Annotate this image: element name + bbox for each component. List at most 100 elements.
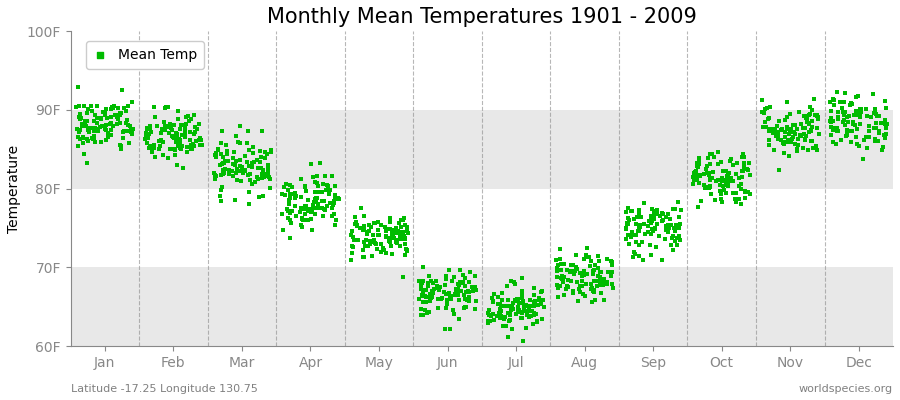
Point bbox=[256, 167, 270, 173]
Point bbox=[143, 123, 157, 129]
Point bbox=[648, 224, 662, 231]
Point bbox=[308, 205, 322, 211]
Point bbox=[379, 233, 393, 239]
Point bbox=[806, 145, 820, 152]
Point bbox=[175, 132, 189, 138]
Point bbox=[596, 280, 610, 287]
Point bbox=[528, 311, 543, 318]
Point bbox=[654, 210, 669, 217]
Point bbox=[501, 297, 516, 303]
Point bbox=[686, 174, 700, 180]
Point bbox=[297, 203, 311, 209]
Point bbox=[809, 113, 824, 120]
Point bbox=[515, 295, 529, 302]
Point bbox=[351, 237, 365, 244]
Point bbox=[703, 177, 717, 183]
Point bbox=[325, 213, 339, 220]
Point bbox=[514, 300, 528, 306]
Point bbox=[805, 118, 819, 124]
Point bbox=[259, 150, 274, 157]
Point bbox=[260, 171, 274, 177]
Point bbox=[123, 122, 138, 129]
Point bbox=[530, 319, 544, 325]
Point bbox=[388, 225, 402, 232]
Point bbox=[439, 273, 454, 280]
Point bbox=[697, 182, 711, 188]
Point bbox=[491, 294, 505, 300]
Point bbox=[432, 287, 446, 293]
Point bbox=[457, 305, 472, 312]
Point bbox=[830, 89, 844, 95]
Point bbox=[630, 214, 644, 220]
Point bbox=[233, 140, 248, 146]
Point bbox=[837, 117, 851, 124]
Point bbox=[851, 93, 866, 100]
Point bbox=[662, 225, 676, 231]
Point bbox=[258, 172, 273, 179]
Point bbox=[849, 94, 863, 100]
Point bbox=[576, 267, 590, 274]
Point bbox=[850, 112, 864, 118]
Point bbox=[174, 144, 188, 150]
Point bbox=[642, 218, 656, 224]
Point bbox=[78, 118, 93, 124]
Point bbox=[91, 128, 105, 134]
Point bbox=[328, 192, 342, 198]
Point bbox=[526, 310, 541, 316]
Point bbox=[309, 194, 323, 201]
Point bbox=[169, 134, 184, 141]
Point bbox=[868, 106, 882, 112]
Point bbox=[461, 288, 475, 294]
Point bbox=[468, 273, 482, 279]
Point bbox=[869, 125, 884, 132]
Point bbox=[226, 154, 240, 161]
Point bbox=[419, 294, 434, 300]
Point bbox=[811, 116, 825, 122]
Point bbox=[212, 147, 226, 154]
Point bbox=[299, 202, 313, 209]
Point bbox=[345, 243, 359, 249]
Point bbox=[618, 226, 633, 232]
Point bbox=[502, 302, 517, 309]
Point bbox=[850, 126, 864, 132]
Point bbox=[798, 125, 813, 131]
Point bbox=[716, 177, 730, 184]
Point bbox=[87, 125, 102, 131]
Point bbox=[214, 161, 229, 167]
Point bbox=[755, 124, 770, 130]
Point bbox=[737, 164, 751, 170]
Point bbox=[644, 252, 658, 259]
Point bbox=[303, 209, 318, 216]
Point bbox=[671, 225, 686, 231]
Point bbox=[217, 170, 231, 177]
Point bbox=[645, 206, 660, 212]
Point bbox=[100, 115, 114, 122]
Point bbox=[798, 113, 813, 119]
Point bbox=[166, 146, 181, 153]
Point bbox=[624, 208, 638, 214]
Point bbox=[536, 288, 550, 294]
Point bbox=[288, 202, 302, 209]
Point bbox=[468, 284, 482, 290]
Point bbox=[289, 193, 303, 199]
Point bbox=[604, 272, 618, 279]
Point bbox=[253, 159, 267, 165]
Point bbox=[113, 110, 128, 116]
Point bbox=[595, 279, 609, 285]
Point bbox=[845, 101, 859, 108]
Point bbox=[177, 126, 192, 132]
Point bbox=[456, 279, 471, 286]
Point bbox=[850, 112, 864, 118]
Point bbox=[356, 223, 371, 230]
Point bbox=[293, 194, 308, 200]
Point bbox=[824, 118, 838, 124]
Point bbox=[526, 320, 540, 327]
Point bbox=[215, 127, 230, 134]
Point bbox=[387, 235, 401, 241]
Point bbox=[851, 143, 866, 150]
Point bbox=[465, 288, 480, 294]
Point bbox=[762, 128, 777, 135]
Point bbox=[554, 276, 569, 282]
Point bbox=[149, 123, 164, 130]
Point bbox=[168, 133, 183, 140]
